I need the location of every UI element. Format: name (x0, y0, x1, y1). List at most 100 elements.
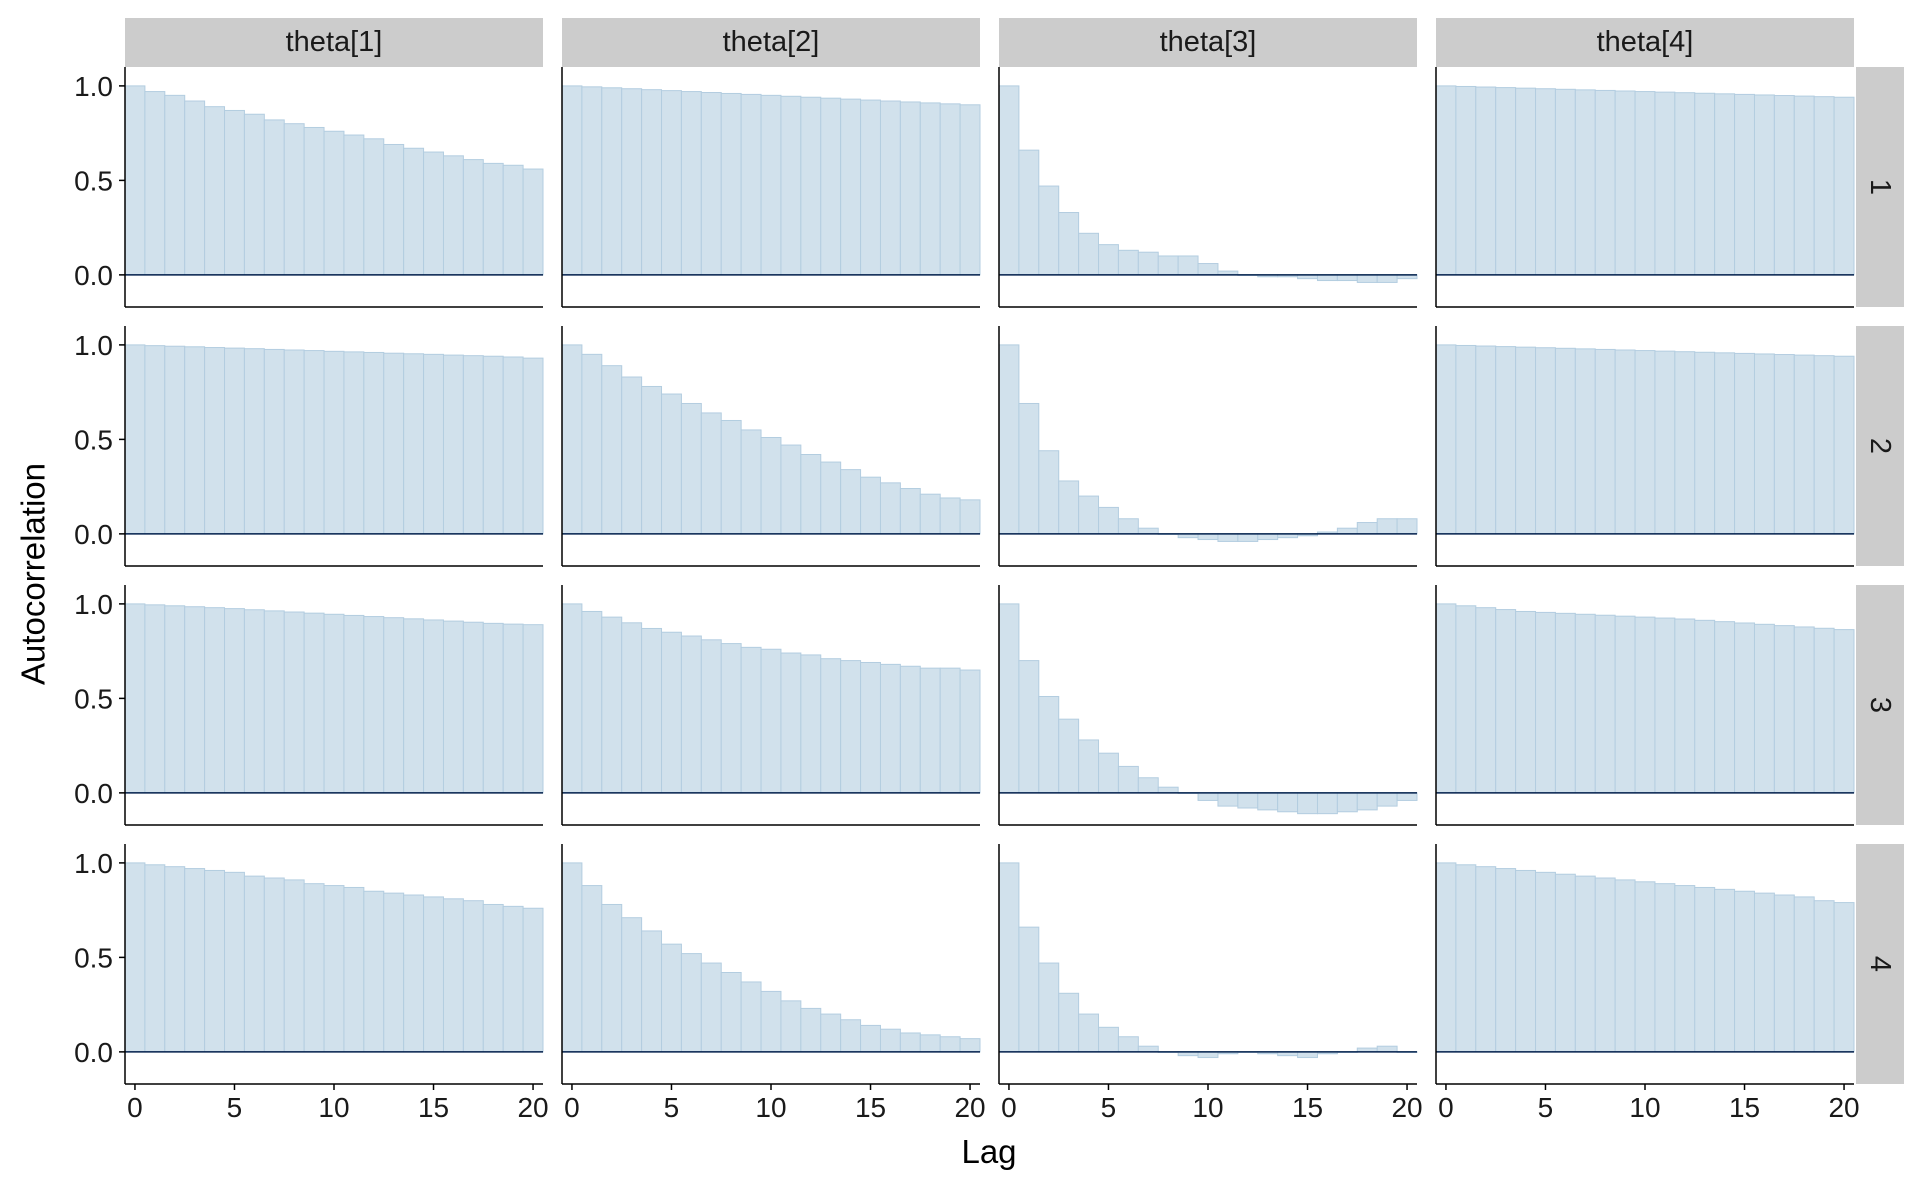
acf-bar (1674, 618, 1696, 794)
acf-bar (423, 353, 444, 535)
acf-bar (1356, 792, 1378, 811)
acf-bar (1475, 866, 1497, 1053)
acf-bar (522, 357, 544, 535)
acf-bar (919, 1034, 941, 1053)
acf-bar (363, 890, 385, 1053)
acf-bar (919, 667, 941, 794)
acf-bar (283, 611, 305, 794)
acf-bar (1753, 94, 1775, 276)
y-tick-label: 1.0 (74, 848, 113, 879)
acf-bar (1674, 92, 1696, 276)
x-tick-label: 15 (1292, 1092, 1323, 1123)
acf-bar (403, 618, 425, 794)
acf-bar (1515, 610, 1537, 794)
y-tick-label: 0.5 (74, 424, 113, 455)
acf-bar (959, 104, 981, 276)
acf-bar (1098, 1026, 1119, 1053)
acf-bar (224, 347, 245, 535)
acf-bar (1833, 96, 1855, 276)
acf-bar (601, 903, 623, 1053)
acf-bar (998, 344, 1020, 535)
acf-bar (1018, 149, 1040, 276)
acf-bar (1833, 902, 1855, 1053)
acf-bar (1654, 350, 1676, 535)
x-tick-label: 10 (1629, 1092, 1660, 1123)
acf-bar (1574, 613, 1596, 794)
acf-bar (1813, 355, 1835, 535)
acf-bar (502, 164, 524, 276)
acf-bar (780, 95, 802, 276)
y-tick-label: 0.0 (74, 1037, 113, 1068)
y-tick-label: 0.5 (74, 683, 113, 714)
acf-bar (1038, 962, 1060, 1053)
acf-bar (1554, 88, 1576, 276)
acf-bar (1694, 351, 1716, 535)
acf-bar (1297, 792, 1318, 815)
acf-bar (1137, 527, 1159, 535)
acf-bar (1455, 864, 1477, 1053)
acf-bar (1515, 346, 1537, 535)
acf-bar (879, 100, 901, 276)
acf-bar (919, 102, 941, 276)
acf-bar (1078, 739, 1100, 794)
acf-bar (462, 159, 484, 276)
column-strip (999, 18, 1417, 67)
acf-bar (1594, 348, 1616, 535)
acf-bar (820, 1013, 842, 1053)
acf-bar (1078, 232, 1100, 276)
x-axis-title: Lag (961, 1133, 1016, 1170)
column-strip (125, 18, 543, 67)
acf-bar (740, 981, 762, 1053)
column-strip (562, 18, 980, 67)
acf-bar (760, 990, 782, 1053)
acf-bar (840, 98, 862, 276)
acf-bar (283, 123, 305, 276)
acf-bar (184, 606, 206, 794)
acf-bar (1773, 95, 1795, 276)
y-tick-label: 0.0 (74, 260, 113, 291)
y-axis-title: Autocorrelation (15, 463, 52, 685)
acf-bar (680, 402, 702, 535)
acf-bar (1574, 89, 1596, 276)
x-tick-label: 0 (1438, 1092, 1454, 1123)
acf-bar (879, 1028, 901, 1053)
acf-bar (700, 962, 722, 1053)
acf-bar (164, 94, 186, 276)
acf-bar (680, 953, 702, 1053)
x-tick-label: 5 (664, 1092, 680, 1123)
acf-bar (1634, 616, 1656, 794)
acf-bar (879, 663, 901, 794)
acf-bar (1475, 607, 1497, 794)
acf-bar (661, 90, 682, 276)
acf-bar (760, 436, 782, 535)
acf-bar (840, 660, 862, 794)
acf-bar (303, 126, 325, 276)
acf-bar (124, 862, 146, 1053)
acf-bar (522, 624, 544, 794)
acf-bar (1336, 274, 1358, 282)
x-tick-label: 5 (1101, 1092, 1117, 1123)
column-strip-label: theta[4] (1597, 26, 1694, 58)
acf-bar (283, 879, 305, 1053)
x-tick-label: 20 (954, 1092, 985, 1123)
x-tick-label: 0 (1001, 1092, 1017, 1123)
acf-bar (1197, 1051, 1219, 1059)
column-strip-label: theta[2] (723, 26, 820, 58)
acf-bar (1753, 892, 1775, 1053)
acf-bar (1594, 614, 1616, 794)
acf-bar (1714, 93, 1736, 276)
acf-bar (1773, 894, 1795, 1053)
acf-bar (343, 351, 365, 535)
acf-bar (1058, 480, 1080, 535)
acf-bar (1117, 249, 1139, 276)
acf-bar (343, 134, 365, 276)
column-strip-label: theta[1] (286, 26, 383, 58)
acf-bar (1614, 90, 1636, 276)
acf-bar (998, 862, 1020, 1053)
acf-bar (1594, 89, 1616, 276)
acf-bar (1634, 350, 1656, 535)
acf-bar (1793, 626, 1815, 794)
acf-bar (561, 344, 583, 535)
acf-bar (423, 896, 444, 1053)
